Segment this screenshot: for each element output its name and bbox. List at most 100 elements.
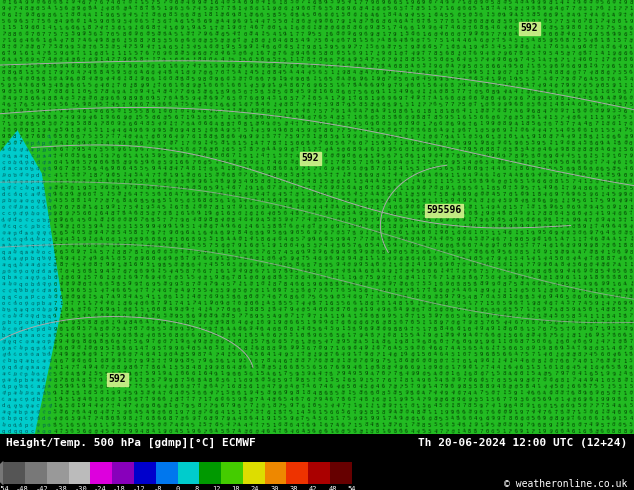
Text: 6: 6: [65, 218, 68, 222]
Text: 4: 4: [231, 345, 235, 351]
Text: 0: 0: [450, 429, 455, 434]
Text: 9: 9: [249, 378, 252, 383]
Text: 9: 9: [531, 230, 535, 236]
Text: 5: 5: [214, 288, 218, 294]
Text: 6: 6: [266, 249, 269, 255]
Text: 0: 0: [116, 96, 120, 101]
Text: 4: 4: [266, 204, 270, 210]
Text: 0: 0: [444, 237, 449, 242]
Text: 9: 9: [341, 19, 345, 24]
Text: 0: 0: [157, 249, 160, 255]
Text: o: o: [36, 371, 40, 377]
Text: d: d: [18, 326, 22, 332]
Text: 8: 8: [491, 224, 495, 229]
Text: 6: 6: [416, 147, 420, 152]
Text: 7: 7: [531, 83, 535, 88]
Text: 7: 7: [491, 108, 495, 114]
Text: 8: 8: [542, 314, 547, 319]
Text: 1: 1: [566, 384, 569, 390]
Text: 1: 1: [185, 429, 190, 434]
Text: 9: 9: [226, 89, 230, 95]
Text: 8: 8: [220, 275, 224, 280]
Text: 7: 7: [65, 166, 68, 172]
Text: 4: 4: [243, 64, 247, 69]
Text: 9: 9: [100, 185, 103, 191]
Bar: [221, 462, 243, 484]
Text: 1: 1: [82, 83, 86, 88]
Text: 4: 4: [462, 108, 466, 114]
Text: 1: 1: [133, 416, 138, 421]
Text: 5: 5: [404, 211, 408, 216]
Text: 9: 9: [151, 410, 155, 415]
Text: 6: 6: [353, 12, 356, 18]
Text: 5: 5: [318, 339, 322, 344]
Text: 1: 1: [462, 371, 466, 377]
Text: 5: 5: [353, 102, 356, 107]
Text: 6: 6: [157, 115, 160, 120]
Text: 9: 9: [116, 147, 120, 152]
Text: 6: 6: [525, 44, 529, 50]
Text: 8: 8: [266, 391, 270, 396]
Text: 4: 4: [571, 345, 575, 351]
Text: 8: 8: [168, 166, 172, 172]
Text: 8: 8: [203, 96, 207, 101]
Text: 7: 7: [589, 172, 592, 178]
Text: 9: 9: [612, 102, 616, 107]
Text: 6: 6: [439, 262, 443, 268]
Text: 7: 7: [520, 307, 523, 312]
Text: 8: 8: [623, 25, 627, 30]
Text: 0: 0: [462, 204, 466, 210]
Text: 9: 9: [566, 416, 569, 421]
Text: 5: 5: [318, 365, 321, 370]
Text: 5: 5: [526, 38, 529, 43]
Text: 9: 9: [139, 256, 143, 261]
Text: 5: 5: [278, 89, 281, 95]
Text: b: b: [8, 275, 11, 280]
Text: 8: 8: [618, 89, 621, 95]
Text: 0: 0: [502, 70, 506, 75]
Text: 4: 4: [578, 185, 581, 191]
Text: 1: 1: [479, 185, 483, 191]
Text: 6: 6: [295, 160, 299, 165]
Text: 8: 8: [139, 211, 143, 216]
Text: 0: 0: [174, 326, 178, 332]
Text: 4: 4: [254, 262, 259, 268]
Text: 8: 8: [335, 102, 339, 107]
Text: 8: 8: [537, 358, 540, 364]
Text: 1: 1: [237, 377, 242, 383]
Text: 8: 8: [588, 147, 592, 152]
Text: 0: 0: [209, 429, 212, 434]
Text: 6: 6: [560, 6, 564, 11]
Text: 7: 7: [162, 230, 167, 236]
Text: 0: 0: [577, 25, 581, 30]
Text: 1: 1: [335, 416, 339, 421]
Text: 9: 9: [554, 12, 558, 18]
Text: 7: 7: [313, 314, 316, 318]
Text: 8: 8: [439, 326, 443, 332]
Text: 0: 0: [209, 166, 212, 172]
Text: 5: 5: [387, 358, 391, 364]
Text: 9: 9: [318, 192, 322, 197]
Text: 7: 7: [531, 262, 534, 268]
Text: 7: 7: [122, 429, 126, 434]
Text: 0: 0: [254, 429, 259, 434]
Text: 8: 8: [157, 179, 160, 184]
Text: 5: 5: [341, 300, 345, 306]
Text: 4: 4: [554, 6, 558, 11]
Text: 6: 6: [261, 211, 264, 216]
Text: 9: 9: [76, 6, 80, 11]
Text: 8: 8: [491, 352, 495, 357]
Text: 8: 8: [87, 96, 92, 101]
Text: 5: 5: [456, 179, 460, 184]
Text: 1: 1: [255, 320, 259, 325]
Text: 4: 4: [353, 204, 356, 210]
Text: a: a: [36, 429, 40, 434]
Text: 5: 5: [600, 269, 604, 274]
Text: 7: 7: [231, 204, 236, 210]
Text: o: o: [7, 422, 11, 428]
Text: 6: 6: [468, 230, 472, 236]
Text: 1: 1: [537, 134, 540, 139]
Text: 4: 4: [76, 108, 80, 114]
Text: 6: 6: [376, 320, 379, 325]
Text: 8: 8: [283, 429, 288, 434]
